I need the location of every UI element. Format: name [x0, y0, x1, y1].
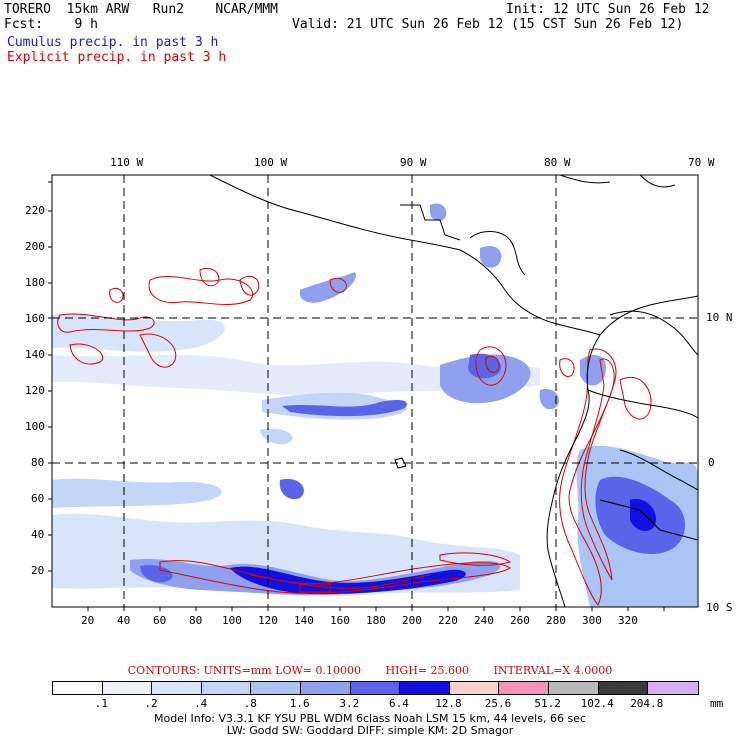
y-tick-label: 120: [25, 384, 45, 397]
y-tick-label: 60: [31, 492, 45, 505]
legend-swatch: [53, 682, 103, 694]
lon-label-70w: 70 W: [688, 156, 715, 169]
y-tick-label: 40: [31, 528, 45, 541]
legend-label: 12.8: [435, 697, 462, 710]
legend-label: 51.2: [534, 697, 561, 710]
x-tick-label: 240: [474, 614, 494, 627]
lat-lon-grid: [52, 175, 698, 607]
legend-swatch: [548, 682, 599, 694]
lon-label-90w: 90 W: [400, 156, 427, 169]
x-tick-label: 280: [546, 614, 566, 627]
contour-units: CONTOURS: UNITS=mm LOW= 0.10000: [127, 664, 361, 677]
color-legend: [52, 681, 699, 695]
y-tick-label: 200: [25, 240, 45, 253]
explicit-precip-label: Explicit precip. in past 3 h: [7, 50, 227, 65]
lat-label-10n: 10 N: [706, 311, 733, 324]
x-tick-label: 260: [510, 614, 530, 627]
x-tick-label: 320: [618, 614, 638, 627]
legend-label: 204.8: [630, 697, 664, 710]
legend-swatch: [499, 682, 549, 694]
legend-label: 1.6: [289, 697, 310, 710]
y-tick-label: 220: [25, 204, 45, 217]
legend-label: 3.2: [339, 697, 360, 710]
legend-swatch: [201, 682, 252, 694]
lat-label-10s: 10 S: [706, 601, 733, 614]
legend-label: 102.4: [580, 697, 614, 710]
x-tick-label: 300: [582, 614, 602, 627]
y-tick-label: 180: [25, 276, 45, 289]
y-tick-label: 80: [31, 456, 45, 469]
contour-high: HIGH= 25.600: [385, 664, 470, 677]
legend-swatch: [350, 682, 401, 694]
contour-info: CONTOURS: UNITS=mm LOW= 0.10000 HIGH= 25…: [0, 664, 740, 677]
legend-label: .2: [144, 697, 158, 710]
y-tick-label: 100: [25, 420, 45, 433]
x-tick-label: 120: [258, 614, 278, 627]
cumulus-precip-areas: [52, 203, 698, 607]
legend-swatch: [648, 682, 698, 694]
y-tick-label: 140: [25, 348, 45, 361]
legend-label: 6.4: [389, 697, 409, 710]
axis-ticks: [48, 181, 665, 611]
lon-label-80w: 80 W: [544, 156, 571, 169]
legend-label: 25.6: [484, 697, 512, 710]
x-tick-label: 60: [153, 614, 167, 627]
x-tick-label: 20: [81, 614, 95, 627]
x-tick-label: 140: [294, 614, 314, 627]
model-info: Model Info: V3.3.1 KF YSU PBL WDM 6class…: [153, 712, 587, 725]
x-tick-label: 220: [438, 614, 458, 627]
valid-time: Valid: 21 UTC Sun 26 Feb 12 (15 CST Sun …: [292, 17, 684, 32]
legend-swatch: [400, 682, 450, 694]
coastlines: [209, 175, 698, 607]
cumulus-precip-label: Cumulus precip. in past 3 h: [7, 35, 219, 50]
legend-swatch: [102, 682, 153, 694]
legend-swatch: [300, 682, 351, 694]
precip-map: 110 W 100 W 90 W 80 W 70 W 10 N 0 10 S 2…: [0, 150, 740, 627]
x-tick-label: 80: [189, 614, 203, 627]
legend-swatch: [598, 682, 649, 694]
x-tick-label: 100: [222, 614, 242, 627]
y-tick-label: 20: [31, 564, 45, 577]
legend-unit: mm: [710, 697, 724, 710]
legend-label: .4: [194, 697, 208, 710]
legend-label: .1: [94, 697, 109, 710]
explicit-precip-contours: [57, 267, 652, 606]
legend-label: .8: [243, 697, 257, 710]
x-tick-label: 180: [366, 614, 386, 627]
lon-label-100w: 100 W: [254, 156, 288, 169]
legend-swatch: [152, 682, 202, 694]
legend-swatch: [449, 682, 500, 694]
x-tick-label: 40: [117, 614, 131, 627]
map-canvas: [48, 174, 699, 611]
x-tick-label: 200: [402, 614, 422, 627]
legend-swatch: [251, 682, 301, 694]
x-tick-label: 160: [330, 614, 350, 627]
contour-interval: INTERVAL=X 4.0000: [493, 664, 613, 677]
model-title: TORERO 15km ARW Run2 NCAR/MMM: [4, 2, 278, 17]
lat-label-0: 0: [708, 456, 715, 469]
y-tick-label: 160: [25, 312, 45, 325]
lon-label-110w: 110 W: [110, 156, 144, 169]
init-time: Init: 12 UTC Sun 26 Feb 12: [506, 2, 710, 17]
model-physics: LW: Godd SW: Goddard DIFF: simple KM: 2D…: [226, 724, 514, 737]
forecast-hour: Fcst: 9 h: [4, 17, 98, 32]
